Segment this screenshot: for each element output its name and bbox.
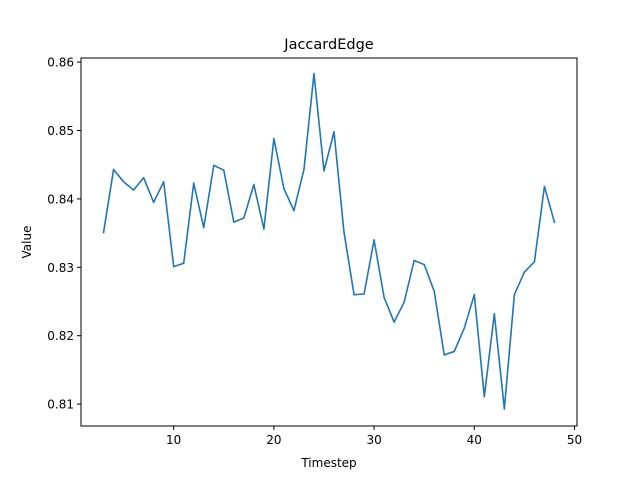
- series-line-0: [102, 72, 556, 410]
- y-tick-label: 0.83: [47, 261, 74, 275]
- data-point: [192, 182, 195, 184]
- data-point: [523, 271, 526, 273]
- x-tick-label: 20: [266, 433, 281, 447]
- data-point: [543, 185, 546, 188]
- x-tick-label: 40: [467, 433, 482, 447]
- x-tick-label: 30: [366, 433, 381, 447]
- data-point: [132, 189, 135, 191]
- axes-frame: [80, 57, 578, 427]
- y-tick-label: 0.84: [47, 192, 74, 206]
- data-point: [413, 259, 415, 262]
- data-point: [233, 221, 235, 223]
- data-point: [533, 261, 536, 263]
- data-point: [152, 201, 155, 204]
- data-point: [222, 169, 225, 171]
- y-tick-label: 0.86: [47, 56, 74, 70]
- data-point: [363, 293, 365, 295]
- data-point: [353, 293, 355, 296]
- data-point: [142, 176, 145, 179]
- y-axis-label: Value: [20, 226, 34, 259]
- data-point: [443, 354, 446, 356]
- x-axis-ticks: 10 20 30 40 50: [166, 426, 582, 447]
- data-point: [433, 290, 436, 293]
- y-tick-label: 0.85: [47, 124, 74, 138]
- data-point: [162, 181, 165, 183]
- data-point: [483, 395, 486, 398]
- data-point: [122, 181, 125, 183]
- data-point: [513, 293, 516, 296]
- chart-title: JaccardEdge: [283, 37, 373, 53]
- data-point: [463, 327, 466, 329]
- data-point: [403, 301, 405, 303]
- data-point: [553, 221, 556, 223]
- data-point: [503, 408, 506, 410]
- data-point: [333, 131, 335, 133]
- data-point: [102, 231, 105, 234]
- y-tick-label: 0.82: [47, 329, 74, 343]
- data-point: [283, 187, 285, 190]
- x-tick-label: 50: [567, 433, 582, 447]
- data-point: [453, 350, 456, 353]
- data-point: [293, 209, 295, 212]
- data-point: [493, 313, 496, 315]
- data-point: [112, 168, 115, 171]
- y-tick-label: 0.81: [47, 398, 74, 412]
- x-axis-label: Timestep: [300, 456, 356, 470]
- data-point: [373, 239, 375, 241]
- data-point: [202, 226, 205, 229]
- data-point: [313, 72, 315, 75]
- data-point: [323, 170, 325, 172]
- data-point: [423, 263, 425, 266]
- data-point: [393, 321, 395, 323]
- data-point: [303, 168, 305, 171]
- y-axis-ticks: 0.81 0.82 0.83 0.84 0.85 0.86: [47, 56, 81, 412]
- data-point: [383, 296, 385, 299]
- x-tick-label: 10: [166, 433, 181, 447]
- data-point: [263, 228, 265, 230]
- plot-area: [102, 72, 556, 410]
- data-point: [182, 262, 185, 265]
- data-point: [273, 137, 275, 140]
- data-point: [212, 164, 215, 167]
- data-point: [343, 231, 345, 234]
- data-point: [473, 293, 476, 296]
- data-point: [172, 265, 175, 268]
- data-point: [253, 183, 255, 186]
- data-point: [243, 217, 245, 219]
